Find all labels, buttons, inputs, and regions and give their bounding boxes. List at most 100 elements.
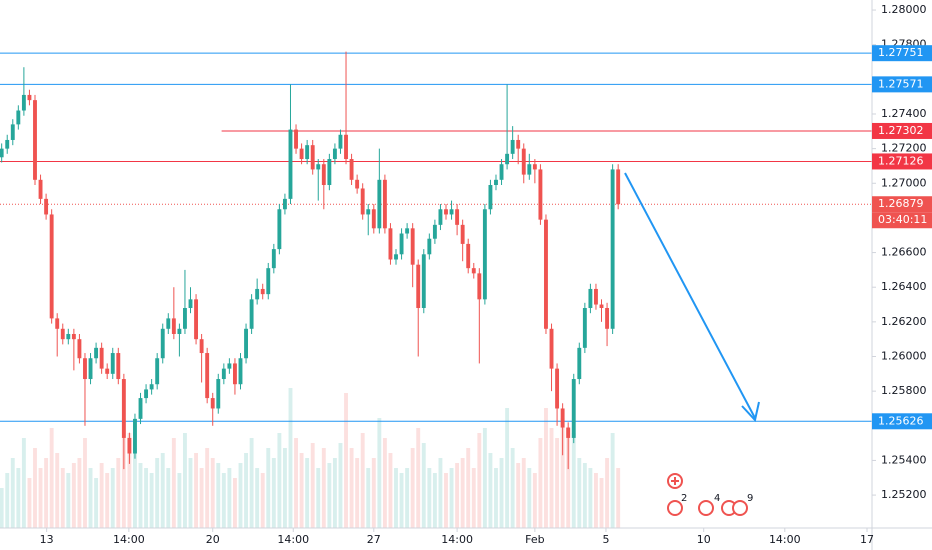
volume-bar <box>83 438 87 528</box>
candle-body <box>33 100 37 180</box>
candle-body <box>571 379 576 438</box>
volume-bar <box>77 458 82 528</box>
volume-bar <box>44 458 49 528</box>
volume-bar <box>394 468 398 528</box>
candle-body <box>577 347 582 380</box>
volume-bar <box>449 468 454 528</box>
candle-body <box>444 209 448 215</box>
y-tick-label: 1.25800 <box>881 384 927 397</box>
candle-body <box>516 139 521 149</box>
x-tick-label: 10 <box>697 533 711 546</box>
y-tick-label: 1.26400 <box>881 280 927 293</box>
candle-body <box>610 169 615 329</box>
candle-body <box>155 358 160 385</box>
candle-body <box>438 209 443 225</box>
candle-body <box>205 353 210 399</box>
candle-body <box>194 299 199 340</box>
candle-body <box>221 368 226 380</box>
x-tick-label: 14:00 <box>113 533 145 546</box>
volume-bar <box>416 428 421 528</box>
volume-bar <box>388 453 393 528</box>
volume-layer <box>0 388 621 528</box>
volume-bar <box>305 458 310 528</box>
candle-body <box>266 268 271 295</box>
volume-bar <box>338 443 343 528</box>
volume-bar <box>116 458 121 528</box>
candle-body <box>10 124 15 140</box>
volume-bar <box>494 468 498 528</box>
volume-bar <box>133 448 137 528</box>
volume-bar <box>616 468 621 528</box>
candle-body <box>105 368 110 374</box>
volume-bar <box>232 478 237 528</box>
candle-body <box>133 418 137 454</box>
volume-bar <box>594 473 598 528</box>
candle-body <box>355 179 360 189</box>
candle-body <box>44 198 49 215</box>
volume-bar <box>527 468 532 528</box>
candle-body <box>327 159 332 186</box>
candle-body <box>488 185 493 210</box>
event-icon <box>667 500 683 516</box>
candle-body <box>388 228 393 260</box>
candle-body <box>594 288 598 305</box>
y-tick-label: 1.25200 <box>881 488 927 501</box>
trend-arrow <box>624 172 756 419</box>
candle-body <box>299 148 304 160</box>
x-tick-label: 20 <box>206 533 220 546</box>
candle-body <box>144 389 149 399</box>
candle-body <box>232 363 237 385</box>
candle-body <box>5 139 10 149</box>
candle-body <box>138 398 143 419</box>
candle-body <box>216 379 221 409</box>
level-tag-bg <box>872 76 932 93</box>
candle-body <box>149 384 154 390</box>
volume-bar <box>399 473 404 528</box>
candle-body <box>555 368 560 409</box>
volume-bar <box>516 463 521 528</box>
volume-bar <box>5 473 10 528</box>
volume-bar <box>582 463 587 528</box>
volume-bar <box>38 468 43 528</box>
volume-bar <box>66 473 71 528</box>
volume-bar <box>605 458 610 528</box>
volume-bar <box>221 473 226 528</box>
candle-body <box>188 299 193 308</box>
event-icon <box>698 500 714 516</box>
level-tag-bg <box>872 413 932 430</box>
volume-bar <box>277 433 282 528</box>
volume-bar <box>360 433 365 528</box>
volume-bar <box>410 448 415 528</box>
volume-bar <box>94 478 99 528</box>
volume-bar <box>571 433 576 528</box>
volume-bar <box>210 458 215 528</box>
candle-body <box>316 164 321 170</box>
y-tick-label: 1.26000 <box>881 350 927 363</box>
candle-body <box>121 379 126 438</box>
candle-body <box>521 148 526 175</box>
event-count: 2 <box>681 493 687 504</box>
volume-bar <box>188 458 193 528</box>
volume-bar <box>482 428 487 528</box>
volume-bar <box>21 438 26 528</box>
candle-body <box>616 169 621 205</box>
volume-bar <box>477 433 482 528</box>
candle-body <box>338 134 343 149</box>
y-tick-label: 1.27000 <box>881 176 927 189</box>
candle-body <box>499 164 504 180</box>
volume-bar <box>27 478 32 528</box>
volume-bar <box>105 473 110 528</box>
volume-bar <box>349 448 354 528</box>
candle-body <box>477 273 482 300</box>
candle-body <box>416 264 421 308</box>
volume-bar <box>488 453 493 528</box>
candle-body <box>349 159 354 180</box>
candle-body <box>77 339 82 359</box>
volume-bar <box>49 428 54 528</box>
candle-body <box>238 358 243 385</box>
candle-body <box>310 145 315 170</box>
volume-bar <box>366 468 371 528</box>
volume-bar <box>427 468 432 528</box>
candle-body <box>288 129 293 199</box>
countdown-bg <box>872 212 932 229</box>
